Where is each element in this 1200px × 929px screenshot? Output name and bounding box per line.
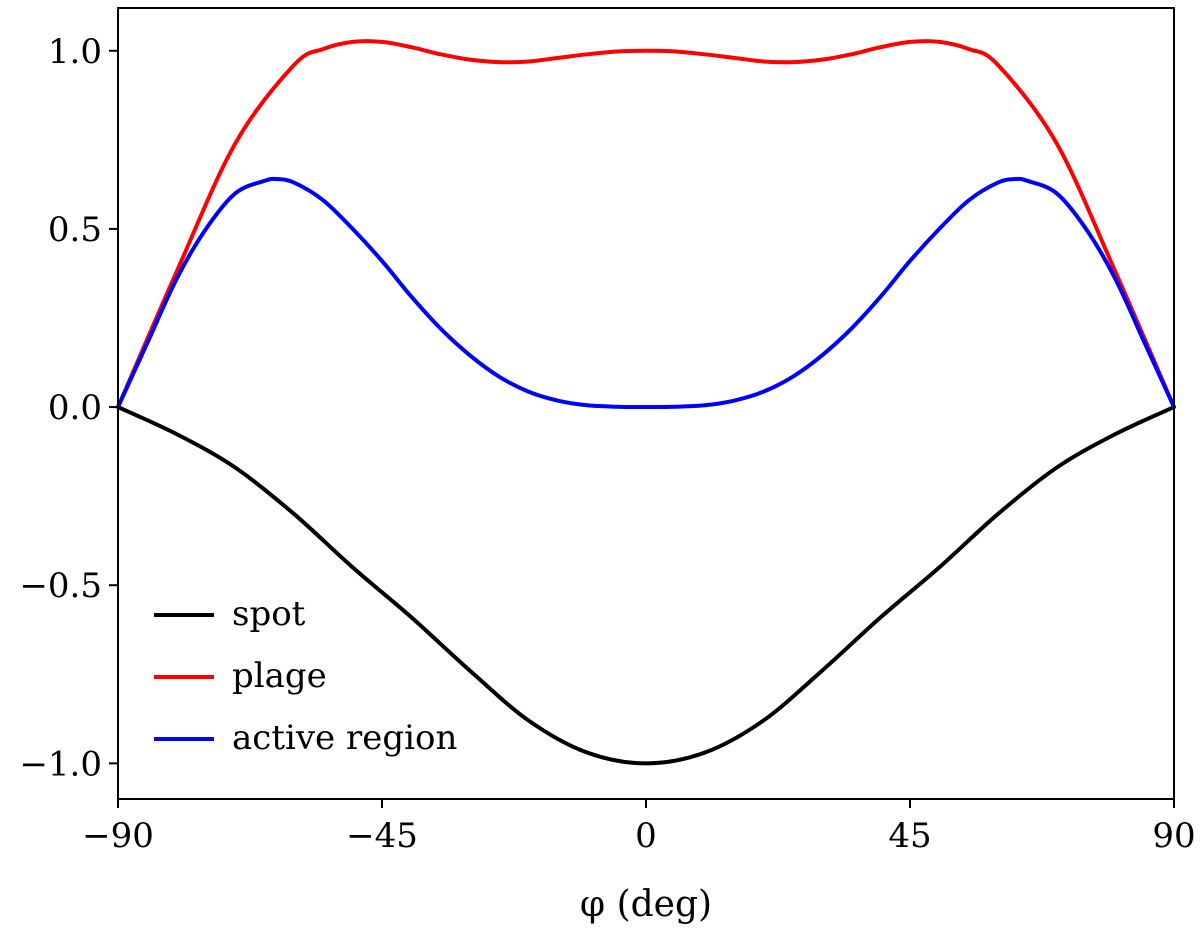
x-tick-label: 0 [635, 816, 657, 856]
ticks-layer: −90 −45 0 45 90 −1.0 −0.5 0.0 0.5 1.0 [19, 32, 1195, 856]
x-tick-label: −90 [82, 816, 154, 856]
x-tick-label: 45 [888, 816, 931, 856]
x-axis-label: φ (deg) [580, 884, 712, 925]
y-tick-label: 0.0 [48, 388, 102, 428]
series-line-spot [116, 405, 1176, 766]
legend-label-plage: plage [232, 656, 327, 696]
plot-frame [117, 7, 1175, 800]
series-line-plage [116, 39, 1176, 410]
y-tick-label: −1.0 [19, 744, 102, 784]
legend-label-active-region: active region [232, 718, 457, 758]
legend: spot plage active region [154, 594, 457, 758]
series-line-active-region [116, 176, 1176, 410]
y-tick-label: −0.5 [19, 566, 102, 606]
series-layer [116, 39, 1176, 766]
y-tick-label: 0.5 [48, 210, 102, 250]
x-tick-label: −45 [346, 816, 418, 856]
x-tick-label: 90 [1152, 816, 1195, 856]
legend-label-spot: spot [232, 594, 306, 634]
y-tick-label: 1.0 [48, 32, 102, 72]
